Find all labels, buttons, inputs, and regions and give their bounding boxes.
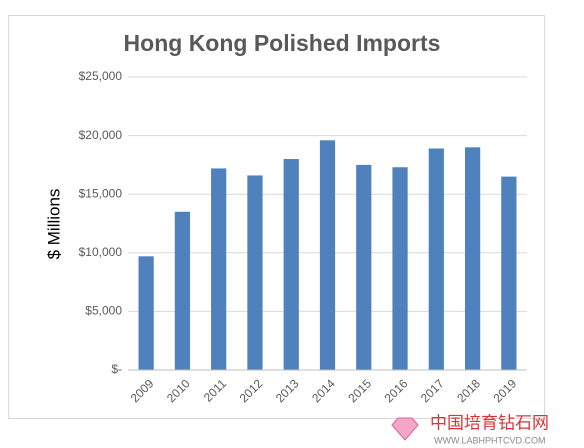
bar [211,168,227,370]
watermark-url: WWW.LABHPHTCVD.COM [434,435,546,445]
y-axis-label: $ Millions [44,189,63,260]
y-tick-label: $15,000 [79,186,123,200]
y-tick-label: $- [111,362,122,376]
bar [247,175,263,370]
bar [501,176,517,370]
bar [174,211,191,370]
bar [356,164,372,370]
chart-title: Hong Kong Polished Imports [124,30,441,56]
chart-frame [8,15,545,419]
y-tick-label: $5,000 [85,304,122,318]
bar [319,140,336,370]
bar [428,148,444,370]
bar [138,256,154,370]
y-tick-label: $25,000 [79,69,123,83]
watermark-name: 中国培育钻石网 [430,413,549,432]
bar [392,167,408,370]
y-tick-label: $10,000 [79,245,123,259]
watermark-icon [391,417,419,441]
bar [283,159,299,370]
watermark: 中国培育钻石网 WWW.LABHPHTCVD.COM [391,413,549,445]
y-tick-label: $20,000 [79,128,123,142]
bar [464,147,481,370]
